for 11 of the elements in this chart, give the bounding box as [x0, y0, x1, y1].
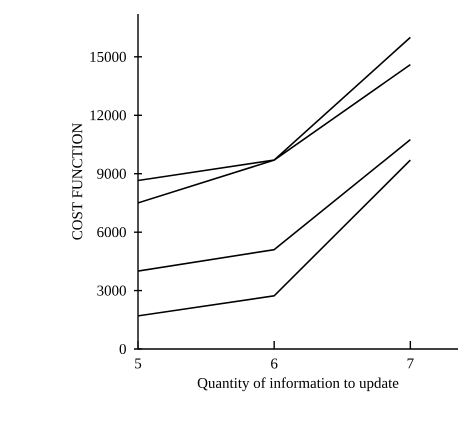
x-tick-label: 7 [408, 358, 414, 368]
y-tick-label: 6000 [97, 227, 126, 238]
x-tick-label: 6 [271, 358, 278, 369]
y-tick-label: 12000 [90, 110, 126, 120]
x-tick-label: 5 [135, 358, 142, 368]
y-tick-label: 0 [120, 344, 126, 354]
y-axis-title: COST FUNCTION [72, 123, 82, 240]
y-tick-label: 9000 [97, 168, 126, 179]
y-tick-label: 15000 [90, 52, 126, 62]
y-tick-label: 3000 [97, 286, 126, 296]
x-axis-title: Quantity of information to update [198, 377, 398, 392]
